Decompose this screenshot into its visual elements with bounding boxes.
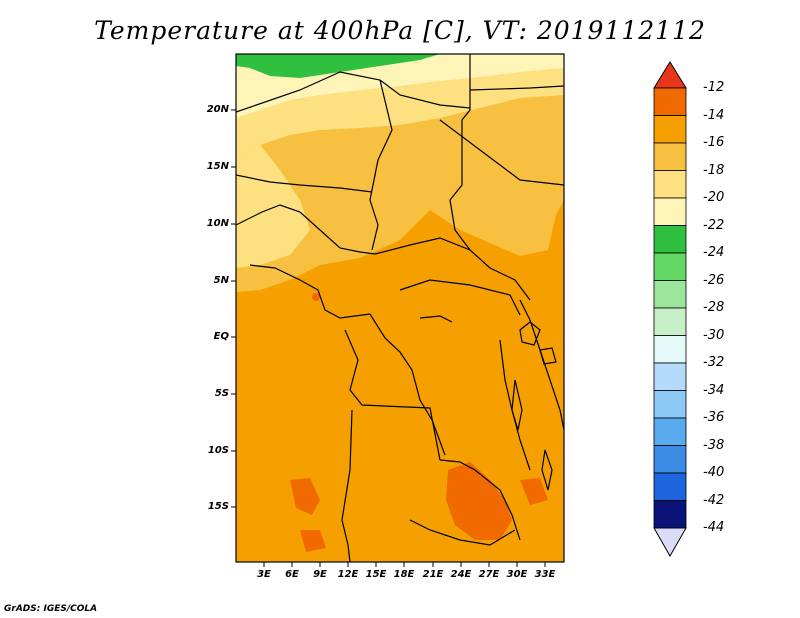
colorbar-label: -44 xyxy=(703,520,725,535)
colorbar-label: -26 xyxy=(703,273,725,288)
warm-patch-west xyxy=(290,478,320,515)
warm-spot xyxy=(312,293,320,301)
map-frame xyxy=(235,53,565,563)
lon-label-3e: 3E xyxy=(257,569,271,580)
lat-ticks xyxy=(231,109,236,508)
footer-credit: GrADS: IGES/COLA xyxy=(4,604,98,614)
colorbar-label: -20 xyxy=(703,190,725,205)
colorbar-bottom-arrow xyxy=(653,527,687,558)
lon-label-12e: 12E xyxy=(337,569,359,580)
warm-patch-east xyxy=(520,478,548,505)
colorbar-label: -38 xyxy=(703,438,725,453)
colorbar-label: -36 xyxy=(703,410,725,425)
lat-label-20n: 20N xyxy=(206,104,229,115)
borders xyxy=(236,54,564,562)
warm-patch-south xyxy=(446,462,512,540)
colorbar-label: -14 xyxy=(703,108,725,123)
band-green xyxy=(236,54,440,78)
lat-label-5s: 5S xyxy=(214,388,229,399)
lon-label-15e: 15E xyxy=(365,569,387,580)
colorbar-label: -34 xyxy=(703,383,725,398)
warm-patch-sw xyxy=(300,530,326,552)
lat-label-eq: EQ xyxy=(213,331,229,342)
colorbar-top-arrow xyxy=(653,61,687,89)
lakes xyxy=(419,315,557,491)
temperature-field xyxy=(236,54,564,562)
lon-label-21e: 21E xyxy=(422,569,444,580)
colorbar-label: -42 xyxy=(703,493,725,508)
colorbar-label: -28 xyxy=(703,300,725,315)
lon-label-24e: 24E xyxy=(450,569,472,580)
chart-title: Temperature at 400hPa [C], VT: 201911211… xyxy=(94,16,706,45)
lon-label-30e: 30E xyxy=(506,569,528,580)
lon-label-18e: 18E xyxy=(393,569,415,580)
lat-label-10n: 10N xyxy=(206,218,229,229)
colorbar-label: -12 xyxy=(703,80,725,95)
lon-label-9e: 9E xyxy=(313,569,327,580)
lat-label-10s: 10S xyxy=(207,445,229,456)
band-yellow-west xyxy=(236,145,310,268)
colorbar-label: -22 xyxy=(703,218,725,233)
colorbar-label: -30 xyxy=(703,328,725,343)
colorbar-label: -24 xyxy=(703,245,725,260)
lat-label-5n: 5N xyxy=(213,275,229,286)
lon-label-27e: 27E xyxy=(478,569,500,580)
colorbar-label: -16 xyxy=(703,135,725,150)
lon-label-33e: 33E xyxy=(534,569,556,580)
lat-label-15n: 15N xyxy=(206,161,229,172)
colorbar-label: -40 xyxy=(703,465,725,480)
colorbar-label: -32 xyxy=(703,355,725,370)
colorbar xyxy=(653,61,687,558)
colorbar-label: -18 xyxy=(703,163,725,178)
lon-label-6e: 6E xyxy=(285,569,299,580)
lon-ticks xyxy=(263,562,546,567)
lat-label-15s: 15S xyxy=(207,501,229,512)
